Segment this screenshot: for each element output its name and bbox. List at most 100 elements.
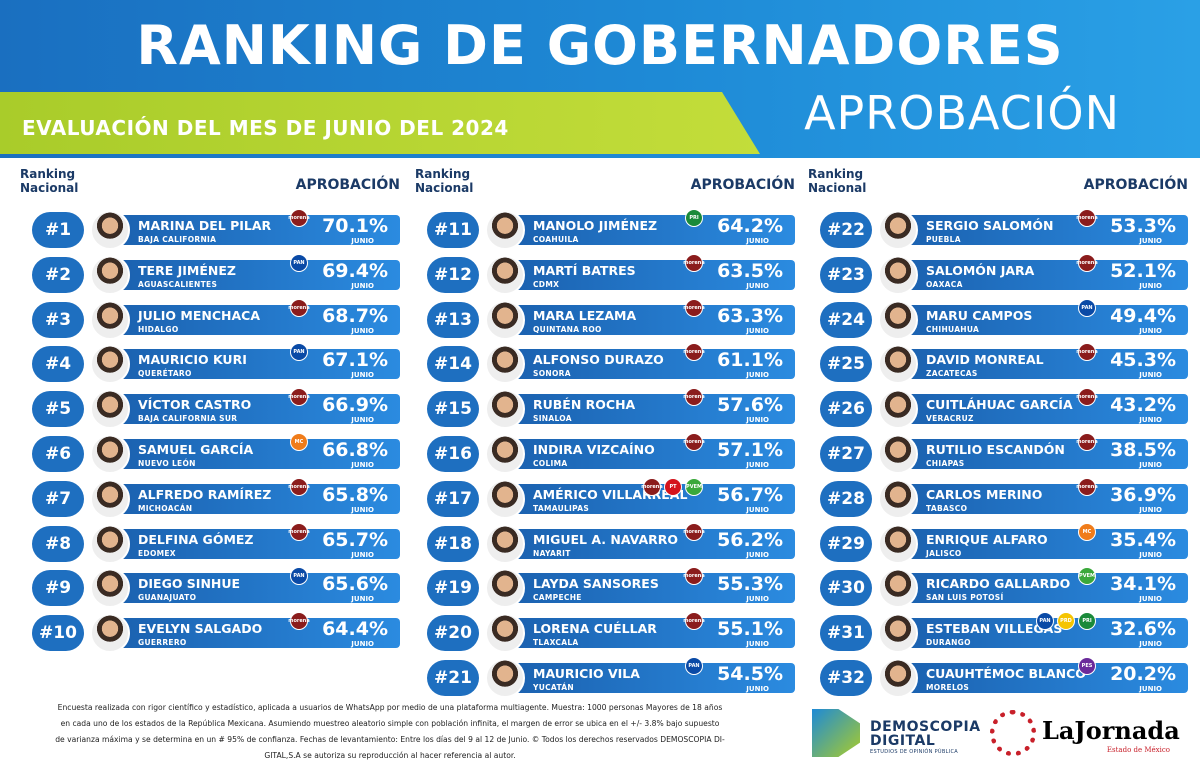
approval-month: JUNIO [351, 640, 374, 649]
governor-state: CAMPECHE [533, 593, 582, 603]
party-logo-icon: morena [1076, 388, 1098, 407]
approval-month: JUNIO [746, 505, 769, 514]
party-logo-icon: morena [1076, 209, 1098, 227]
rank-badge: #7 [32, 480, 84, 517]
approval-month: JUNIO [746, 640, 769, 649]
approval-percent: 38.5% [1110, 438, 1176, 461]
party-logo-icon: MC [1078, 522, 1096, 541]
governor-state: TLAXCALA [533, 638, 579, 648]
note-line-2: en cada uno de los estados de la Repúbli… [60, 719, 720, 728]
party-logos: PRI [685, 209, 703, 227]
party-logo-icon: morena [288, 612, 310, 631]
governor-state: MORELOS [926, 682, 970, 692]
rank-badge: #21 [427, 659, 479, 696]
rank-badge: #31 [820, 615, 872, 652]
governor-state: MICHOACÁN [138, 503, 193, 513]
approval-month: JUNIO [746, 326, 769, 335]
governor-row: #17 AMÉRICO VILLARREAL TAMAULIPAS morena PT P… [415, 476, 795, 521]
party-logos: morena [683, 612, 705, 631]
governor-state: SAN LUIS POTOSÍ [926, 593, 1004, 603]
approval-month: JUNIO [746, 595, 769, 604]
demoscopia-tagline: ESTUDIOS DE OPINIÓN PÚBLICA [870, 749, 958, 755]
governor-name: ALFREDO RAMÍREZ [138, 486, 272, 502]
approval-percent: 20.2% [1110, 662, 1176, 685]
demoscopia-logo: DEMOSCOPIA DIGITAL ESTUDIOS DE OPINIÓN P… [812, 705, 992, 760]
page-subtitle: EVALUACIÓN DEL MES DE JUNIO DEL 2024 [22, 116, 509, 140]
governor-state: EDOMEX [138, 548, 176, 558]
party-logo-icon: PVEM [1078, 567, 1096, 586]
governor-photo [90, 299, 130, 340]
approval-percent: 67.1% [322, 349, 388, 372]
governor-photo [878, 210, 918, 250]
rank-badge: #24 [820, 301, 872, 338]
governor-photo [878, 523, 918, 564]
rank-badge: #30 [820, 570, 872, 607]
rank-badge: #29 [820, 525, 872, 562]
governor-state: COLIMA [533, 458, 568, 468]
approval-bar [497, 259, 795, 290]
party-logos: PVEM [1078, 567, 1096, 586]
approval-bar [102, 304, 400, 335]
aprobacion-label: APROBACIÓN [295, 177, 400, 193]
governor-photo [90, 523, 130, 564]
governor-state: GUANAJUATO [138, 593, 197, 603]
governor-photo [878, 389, 918, 430]
governor-row: #3 JULIO MENCHACA HIDALGO morena 68.7% JUNIO [20, 297, 400, 342]
approval-bar [890, 483, 1188, 514]
governor-photo [485, 657, 525, 698]
party-logo-icon: morena [683, 343, 705, 362]
party-logos: morena [1076, 388, 1098, 407]
lajornada-seal-icon [990, 710, 1036, 756]
party-logos: morena [288, 522, 310, 541]
rank-badge: #13 [427, 301, 479, 338]
party-logos: morena [1076, 209, 1098, 227]
approval-bar [890, 215, 1188, 245]
approval-month: JUNIO [1139, 281, 1162, 290]
approval-bar [497, 304, 795, 335]
party-logos: morena [683, 343, 705, 362]
governor-name: RICARDO GALLARDO [926, 576, 1071, 592]
governor-row: #26 CUITLÁHUAC GARCÍA VERACRUZ morena 43.2% J… [808, 386, 1188, 431]
approval-percent: 43.2% [1110, 394, 1176, 417]
rank-badge: #32 [820, 659, 872, 696]
approval-percent: 36.9% [1110, 483, 1176, 506]
approval-month: JUNIO [351, 326, 374, 335]
approval-percent: 64.4% [322, 618, 388, 641]
approval-percent: 64.2% [717, 215, 783, 237]
approval-percent: 61.1% [717, 349, 783, 372]
approval-bar [497, 662, 795, 693]
governor-photo [90, 210, 130, 250]
party-logos: MC [290, 432, 308, 451]
demoscopia-name: DEMOSCOPIA [870, 719, 981, 735]
party-logo-icon: PAN [1078, 298, 1096, 317]
approval-percent: 69.4% [322, 259, 388, 282]
governor-row: #32 CUAUHTÉMOC BLANCO MORELOS PES 20.2% JUNIO [808, 655, 1188, 700]
approval-percent: 68.7% [322, 304, 388, 327]
party-logo-icon: morena [1076, 432, 1098, 451]
approval-percent: 32.6% [1110, 618, 1176, 641]
approval-percent: 55.1% [717, 618, 783, 641]
ranking-label: Ranking Nacional [415, 167, 474, 195]
governor-state: QUINTANA ROO [533, 324, 602, 334]
governor-row: #31 ESTEBAN VILLEGAS DURANGO PAN PRD PRI 32.6%… [808, 610, 1188, 655]
approval-month: JUNIO [746, 684, 769, 693]
party-logos: morena [683, 388, 705, 407]
party-logos: morena [1076, 432, 1098, 451]
page-title: RANKING DE GOBERNADORES [136, 14, 1064, 77]
governor-row: #23 SALOMÓN JARA OAXACA morena 52.1% JUNIO [808, 252, 1188, 297]
rank-badge: #6 [32, 435, 84, 472]
governor-photo [90, 389, 130, 430]
party-logos: PAN [1078, 298, 1096, 317]
approval-month: JUNIO [746, 460, 769, 469]
party-logo-icon: PVEM [685, 477, 703, 496]
party-logo-icon: PAN [685, 656, 703, 675]
governor-state: NUEVO LEÓN [138, 458, 196, 468]
lajornada-name: LaJornada [1042, 716, 1180, 745]
approval-month: JUNIO [351, 416, 374, 425]
governor-photo [878, 254, 918, 295]
governor-name: SERGIO SALOMÓN [926, 218, 1054, 233]
approval-bar [102, 483, 400, 514]
approval-month: JUNIO [1139, 640, 1162, 649]
approval-month: JUNIO [1139, 684, 1162, 693]
approval-percent: 65.7% [322, 528, 388, 551]
